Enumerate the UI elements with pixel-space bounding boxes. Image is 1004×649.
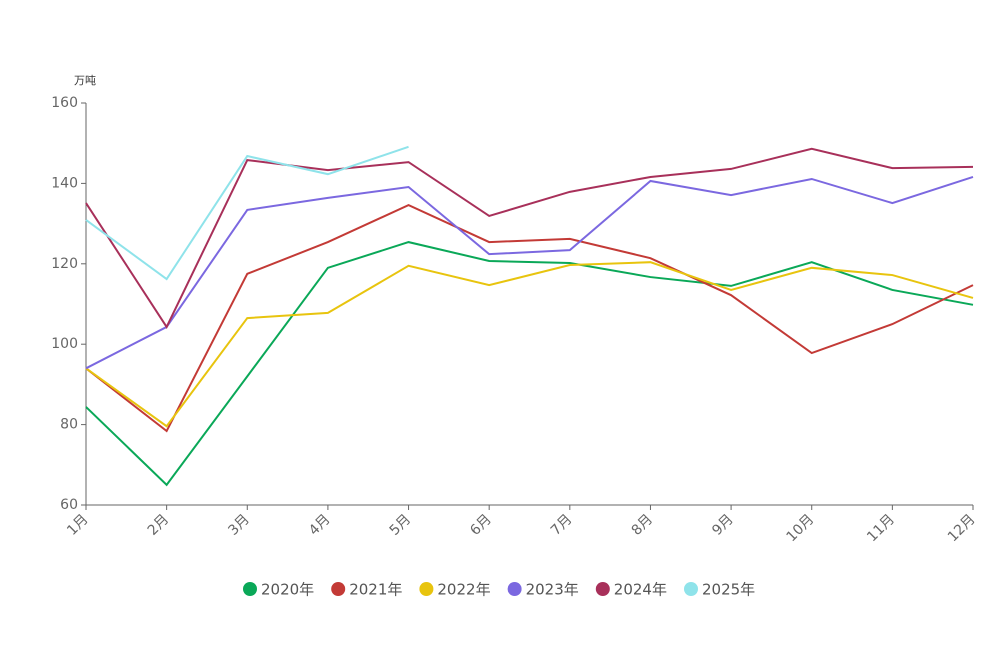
x-tick-label: 1月 [64, 511, 92, 539]
y-tick-label: 60 [60, 497, 78, 513]
legend-label: 2025年 [702, 581, 755, 599]
series-line [85, 176, 974, 370]
x-tick-label: 6月 [467, 511, 495, 539]
x-tick-label: 3月 [225, 511, 253, 539]
legend-marker [243, 582, 257, 596]
x-tick-label: 2月 [145, 511, 173, 539]
y-tick-label: 140 [51, 175, 78, 191]
legend-label: 2023年 [526, 581, 579, 599]
y-unit: 万吨 [74, 74, 96, 87]
legend-marker [331, 582, 346, 596]
legend-marker [419, 582, 434, 596]
y-tick-label: 100 [51, 336, 78, 352]
x-tick-label: 12月 [945, 511, 979, 545]
legend-marker [684, 582, 698, 596]
legend-label: 2024年 [614, 581, 667, 599]
series-line [85, 241, 974, 487]
series-line [85, 261, 974, 428]
y-tick-label: 160 [51, 95, 78, 111]
legend-marker [595, 582, 610, 596]
legend-label: 2020年 [261, 581, 314, 599]
x-tick-label: 8月 [629, 511, 657, 539]
x-tick-label: 7月 [548, 511, 576, 539]
x-tick-label: 5月 [387, 511, 415, 539]
x-tick-label: 10月 [784, 511, 818, 545]
series-line [85, 204, 974, 433]
legend-label: 2021年 [349, 581, 402, 599]
x-tick-label: 11月 [864, 511, 898, 545]
x-tick-label: 9月 [709, 511, 737, 539]
y-tick-label: 80 [60, 417, 78, 433]
series-line [85, 147, 974, 329]
y-tick-label: 120 [51, 256, 78, 272]
series-line [85, 145, 409, 281]
legend-marker [507, 582, 522, 596]
legend-label: 2022年 [437, 581, 490, 599]
x-tick-label: 4月 [306, 511, 334, 539]
